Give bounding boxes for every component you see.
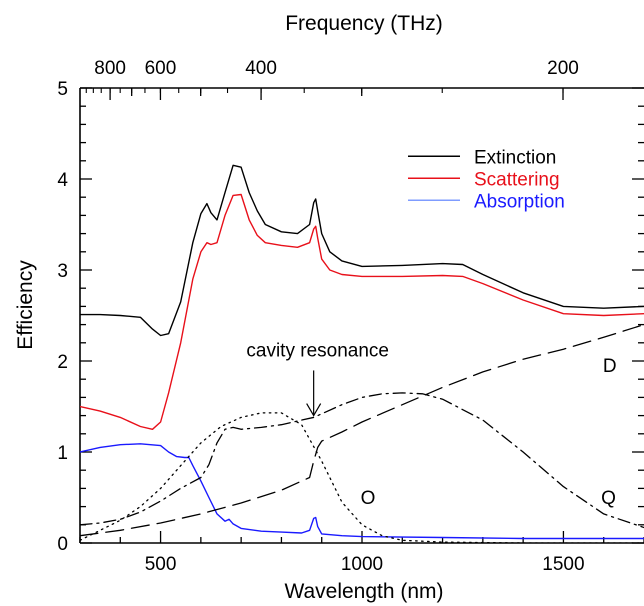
top-tick-label: 800 <box>94 58 126 79</box>
series-line-q <box>80 392 644 529</box>
legend-label: Absorption <box>474 191 565 212</box>
x-tick-label: 1000 <box>341 554 383 575</box>
series-line-d <box>80 323 644 537</box>
annotation-label: O <box>361 488 376 509</box>
y-tick-label: 1 <box>57 443 68 464</box>
x-tick-label: 500 <box>145 554 177 575</box>
annotation-label: D <box>603 356 617 377</box>
y-axis-title: Efficiency <box>14 260 37 350</box>
series-line-o <box>80 412 644 543</box>
legend-label: Extinction <box>474 147 556 168</box>
y-tick-label: 2 <box>57 352 68 373</box>
x-tick-label: 1500 <box>542 554 584 575</box>
top-axis-title: Frequency (THz) <box>285 12 443 35</box>
plot-layer: 500 1000 1500 0 1 2 3 4 5 800 600 400 200 ExtinctionS… <box>57 58 644 575</box>
series-line-extinction <box>80 164 644 337</box>
annotation-arrow-head <box>306 403 322 417</box>
series-line-scattering <box>80 193 644 430</box>
x-axis-title: Wavelength (nm) <box>284 580 443 603</box>
top-tick-label: 200 <box>547 58 579 79</box>
annotation-label: cavity resonance <box>246 340 389 361</box>
top-tick-label: 600 <box>145 58 177 79</box>
top-tick-label: 400 <box>245 58 277 79</box>
annotation-label: Q <box>601 488 616 509</box>
y-tick-label: 3 <box>57 261 68 282</box>
series-line-absorption <box>80 443 644 540</box>
legend-label: Scattering <box>474 169 560 190</box>
y-tick-label: 0 <box>57 534 68 555</box>
y-tick-label: 4 <box>57 170 68 191</box>
y-tick-label: 5 <box>57 79 68 100</box>
